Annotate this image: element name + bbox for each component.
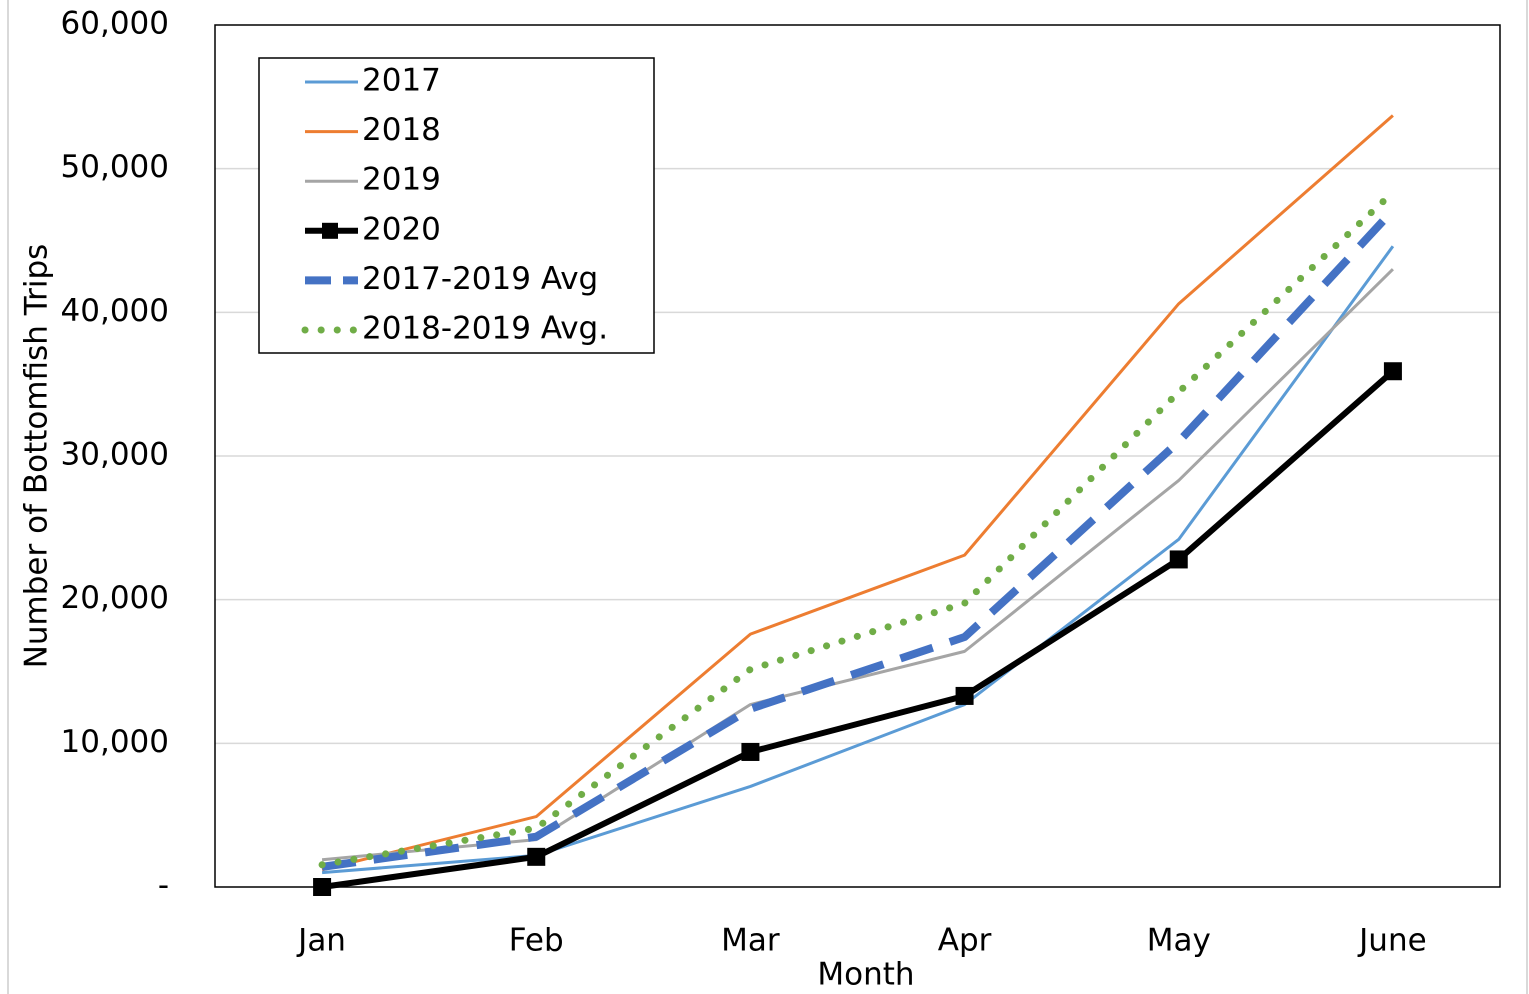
x-tick-label: Jan: [296, 923, 346, 959]
plot-area: [214, 24, 1501, 888]
y-tick-label: -: [158, 868, 169, 904]
series-line: [321, 207, 1396, 871]
x-tick-label: Feb: [509, 923, 564, 959]
series-line: [321, 245, 1395, 875]
y-tick-label: 30,000: [61, 437, 169, 473]
series-line: [318, 188, 1397, 869]
point-marker: [313, 878, 332, 896]
y-axis-label: Number of Bottomfish Trips: [19, 244, 55, 669]
x-tick-label: Apr: [938, 923, 992, 959]
series-line: [321, 114, 1394, 872]
legend-label: 2017-2019 Avg: [362, 261, 598, 297]
y-tick-label: 60,000: [61, 6, 169, 42]
chart-frame: [7, 0, 1528, 994]
x-tick-label: Mar: [721, 923, 780, 959]
series-line: [321, 368, 1395, 890]
y-tick-label: 40,000: [61, 293, 169, 329]
point-marker: [1169, 550, 1188, 569]
y-tick-label: 20,000: [61, 580, 169, 616]
legend-label: 2017: [362, 63, 441, 99]
point-marker: [527, 847, 546, 866]
series-line: [321, 268, 1394, 862]
legend-box: [258, 57, 655, 354]
y-tick-label: 10,000: [61, 724, 169, 760]
legend-label: 2018-2019 Avg.: [362, 311, 608, 347]
x-axis-label: Month: [817, 957, 914, 993]
legend-label: 2018: [362, 112, 441, 148]
legend-label: 2019: [362, 162, 441, 198]
legend-label: 2020: [362, 211, 441, 247]
x-tick-label: June: [1357, 923, 1427, 959]
point-marker: [1383, 362, 1402, 381]
y-tick-label: 50,000: [61, 149, 169, 185]
x-tick-label: May: [1147, 923, 1211, 959]
point-marker: [741, 742, 760, 761]
point-marker: [955, 686, 974, 705]
legend-marker: [322, 222, 338, 239]
